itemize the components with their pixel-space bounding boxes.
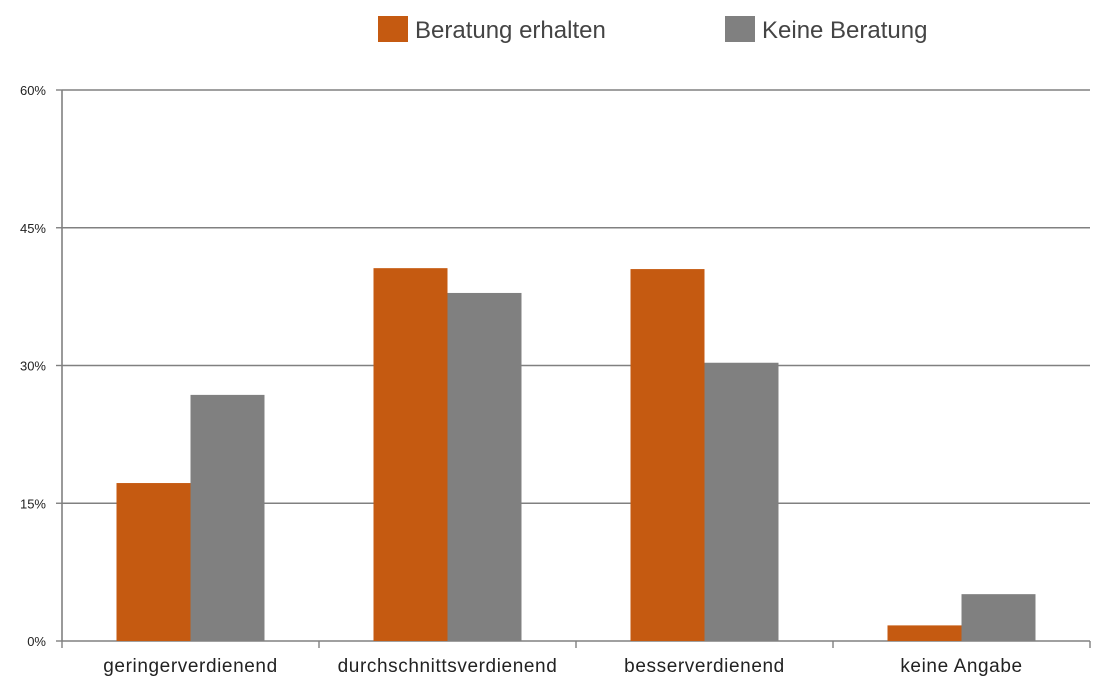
bar-keine-beratung	[961, 594, 1036, 641]
y-tick-label: 15%	[20, 496, 46, 511]
bar-keine-beratung	[447, 292, 522, 641]
bar-beratung-erhalten	[887, 625, 962, 641]
bars	[116, 268, 1036, 641]
bar-beratung-erhalten	[116, 483, 191, 641]
x-category-labels: geringerverdienend durchschnittsverdienen…	[103, 656, 1022, 677]
legend-label: Keine Beratung	[762, 17, 927, 44]
legend: Beratung erhalten Keine Beratung	[378, 16, 927, 44]
x-category-label: besserverdienend	[624, 656, 785, 677]
y-tick-label: 60%	[20, 83, 46, 98]
legend-swatch	[725, 16, 755, 42]
bar-keine-beratung	[704, 362, 779, 641]
x-category-label: geringerverdienend	[103, 656, 278, 677]
bar-keine-beratung	[190, 394, 265, 641]
legend-swatch	[378, 16, 408, 42]
y-tick-label: 45%	[20, 221, 46, 236]
y-tick-labels: 0% 15% 30% 45% 60%	[20, 83, 46, 649]
bar-beratung-erhalten	[373, 268, 448, 641]
y-tick-label: 0%	[27, 634, 46, 649]
bar-beratung-erhalten	[630, 269, 705, 641]
x-category-label: keine Angabe	[900, 656, 1022, 677]
legend-label: Beratung erhalten	[415, 17, 606, 44]
y-tick-label: 30%	[20, 359, 46, 374]
x-category-label: durchschnittsverdienend	[338, 656, 558, 677]
gridlines	[62, 89, 1090, 505]
